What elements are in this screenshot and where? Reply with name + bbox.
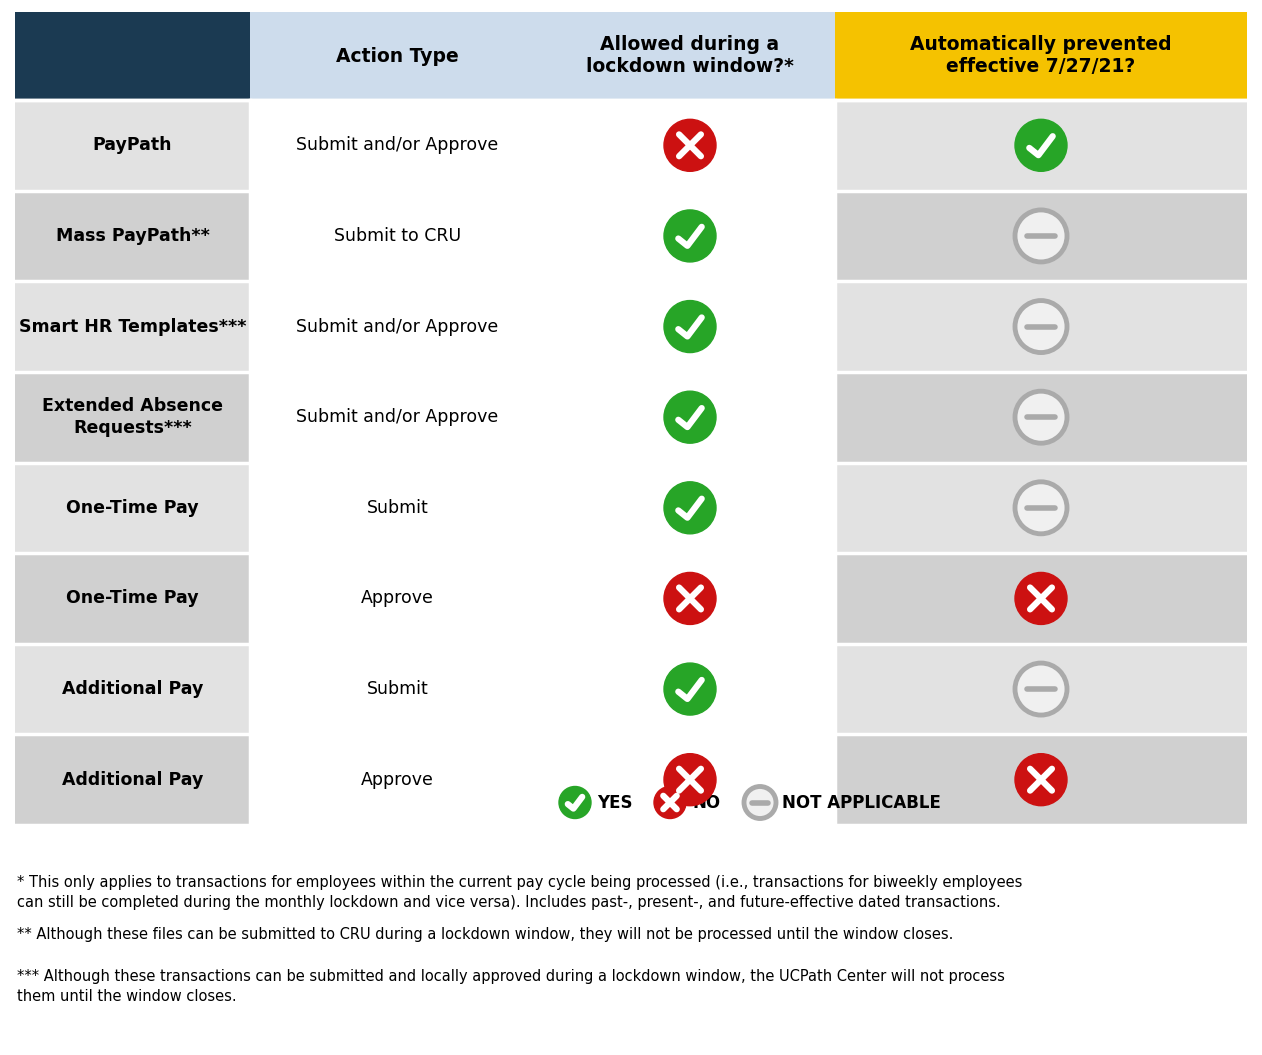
- Text: Submit and/or Approve: Submit and/or Approve: [297, 318, 498, 335]
- Circle shape: [664, 119, 716, 171]
- FancyBboxPatch shape: [835, 282, 1247, 371]
- Circle shape: [1015, 482, 1066, 534]
- Circle shape: [654, 786, 687, 819]
- Circle shape: [745, 786, 776, 819]
- FancyBboxPatch shape: [250, 734, 545, 825]
- Circle shape: [664, 391, 716, 443]
- FancyBboxPatch shape: [15, 12, 250, 100]
- Text: NOT APPLICABLE: NOT APPLICABLE: [782, 793, 941, 811]
- FancyBboxPatch shape: [545, 553, 835, 644]
- FancyBboxPatch shape: [15, 644, 250, 734]
- FancyBboxPatch shape: [835, 462, 1247, 553]
- FancyBboxPatch shape: [15, 100, 250, 191]
- Circle shape: [559, 786, 591, 819]
- FancyBboxPatch shape: [15, 371, 250, 462]
- FancyBboxPatch shape: [250, 282, 545, 371]
- Circle shape: [1015, 210, 1066, 262]
- Circle shape: [1015, 391, 1066, 443]
- Text: Allowed during a
lockdown window?*: Allowed during a lockdown window?*: [586, 36, 794, 77]
- Text: Extended Absence
Requests***: Extended Absence Requests***: [42, 397, 223, 437]
- FancyBboxPatch shape: [545, 734, 835, 825]
- Text: Action Type: Action Type: [336, 46, 459, 65]
- Circle shape: [1015, 573, 1066, 625]
- FancyBboxPatch shape: [250, 371, 545, 462]
- Text: Submit and/or Approve: Submit and/or Approve: [297, 136, 498, 154]
- Text: Approve: Approve: [361, 590, 434, 608]
- Text: Mass PayPath**: Mass PayPath**: [56, 227, 209, 245]
- FancyBboxPatch shape: [545, 191, 835, 282]
- Circle shape: [664, 573, 716, 625]
- Circle shape: [664, 663, 716, 715]
- Text: ** Although these files can be submitted to CRU during a lockdown window, they w: ** Although these files can be submitted…: [16, 927, 953, 942]
- FancyBboxPatch shape: [545, 100, 835, 191]
- Text: Additional Pay: Additional Pay: [62, 680, 203, 698]
- FancyBboxPatch shape: [545, 282, 835, 371]
- FancyBboxPatch shape: [835, 191, 1247, 282]
- Text: Submit: Submit: [367, 499, 428, 517]
- Text: Approve: Approve: [361, 771, 434, 789]
- FancyBboxPatch shape: [15, 553, 250, 644]
- FancyBboxPatch shape: [545, 371, 835, 462]
- FancyBboxPatch shape: [250, 553, 545, 644]
- Text: One-Time Pay: One-Time Pay: [66, 499, 199, 517]
- FancyBboxPatch shape: [15, 734, 250, 825]
- FancyBboxPatch shape: [835, 553, 1247, 644]
- Text: One-Time Pay: One-Time Pay: [66, 590, 199, 608]
- Circle shape: [1015, 663, 1066, 715]
- Text: Submit: Submit: [367, 680, 428, 698]
- FancyBboxPatch shape: [835, 100, 1247, 191]
- Circle shape: [1015, 753, 1066, 806]
- FancyBboxPatch shape: [835, 371, 1247, 462]
- Text: Submit and/or Approve: Submit and/or Approve: [297, 408, 498, 426]
- Text: YES: YES: [597, 793, 632, 811]
- Text: * This only applies to transactions for employees within the current pay cycle b: * This only applies to transactions for …: [16, 875, 1022, 909]
- FancyBboxPatch shape: [15, 282, 250, 371]
- FancyBboxPatch shape: [250, 462, 545, 553]
- Circle shape: [1015, 119, 1066, 171]
- Text: Submit to CRU: Submit to CRU: [334, 227, 461, 245]
- FancyBboxPatch shape: [545, 12, 835, 100]
- FancyBboxPatch shape: [250, 12, 545, 100]
- Circle shape: [1015, 301, 1066, 352]
- FancyBboxPatch shape: [250, 191, 545, 282]
- FancyBboxPatch shape: [15, 191, 250, 282]
- Text: Smart HR Templates***: Smart HR Templates***: [19, 318, 246, 335]
- Circle shape: [664, 753, 716, 806]
- FancyBboxPatch shape: [835, 644, 1247, 734]
- Circle shape: [664, 482, 716, 534]
- Text: NO: NO: [692, 793, 721, 811]
- FancyBboxPatch shape: [250, 644, 545, 734]
- FancyBboxPatch shape: [835, 734, 1247, 825]
- Circle shape: [664, 210, 716, 262]
- Text: Additional Pay: Additional Pay: [62, 771, 203, 789]
- Text: PayPath: PayPath: [92, 136, 172, 154]
- FancyBboxPatch shape: [835, 12, 1247, 100]
- Text: Automatically prevented
effective 7/27/21?: Automatically prevented effective 7/27/2…: [910, 36, 1172, 77]
- FancyBboxPatch shape: [545, 462, 835, 553]
- Circle shape: [664, 301, 716, 352]
- FancyBboxPatch shape: [545, 644, 835, 734]
- FancyBboxPatch shape: [15, 462, 250, 553]
- Text: *** Although these transactions can be submitted and locally approved during a l: *** Although these transactions can be s…: [16, 968, 1005, 1003]
- FancyBboxPatch shape: [250, 100, 545, 191]
